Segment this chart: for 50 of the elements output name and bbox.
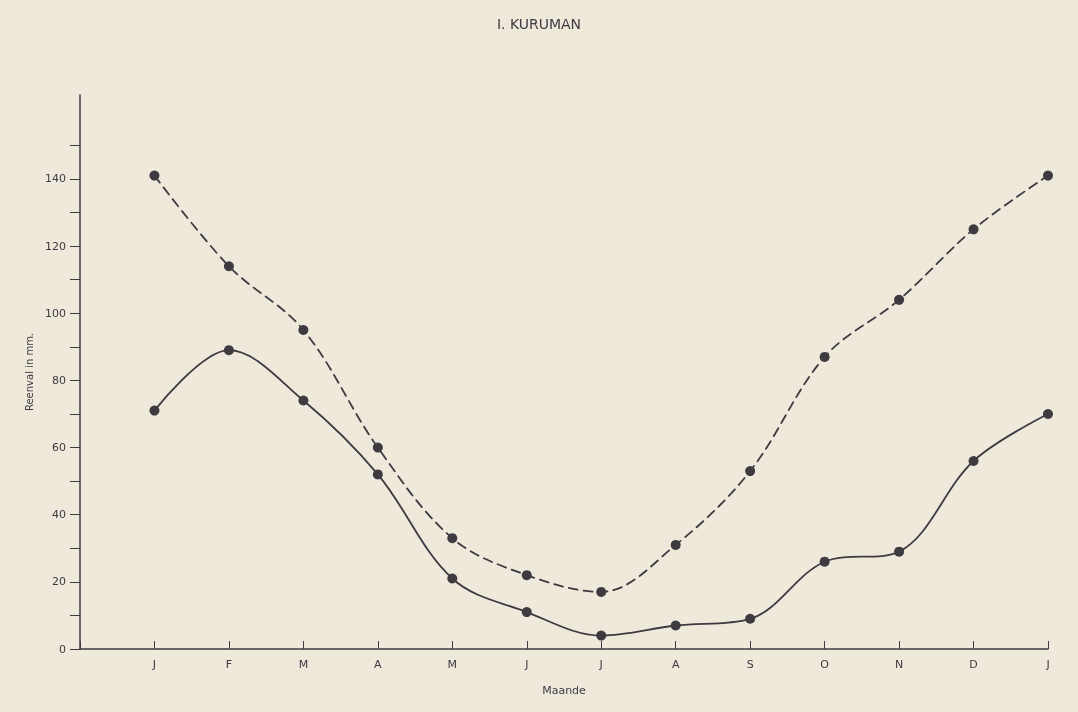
y-tick-label: 140 — [45, 172, 66, 186]
point — [819, 556, 830, 567]
y-tick-label: 80 — [52, 373, 66, 387]
point — [968, 455, 979, 466]
y-axis-title: Reenval in mm. — [23, 332, 35, 412]
y-tick-label: 100 — [45, 306, 66, 320]
chart-title: I. KURUMAN — [496, 16, 582, 32]
point — [968, 224, 979, 235]
point — [149, 170, 160, 181]
point — [447, 533, 458, 544]
point — [223, 345, 234, 356]
point — [223, 261, 234, 272]
point — [447, 573, 458, 584]
point — [596, 630, 607, 641]
x-tick-label: J — [1045, 658, 1050, 671]
point — [670, 539, 681, 550]
x-tick-label: N — [894, 658, 904, 671]
point — [670, 620, 681, 631]
y-tick-label: 20 — [52, 575, 66, 589]
point — [521, 607, 532, 618]
x-tick-label: S — [746, 658, 754, 671]
x-tick-label: A — [671, 658, 680, 671]
x-tick-label: M — [447, 658, 458, 671]
x-axis-title: Maande — [542, 684, 587, 697]
point — [372, 442, 383, 453]
x-tick-label: A — [374, 658, 383, 671]
point — [372, 469, 383, 480]
x-tick-label: J — [598, 658, 603, 671]
point — [745, 613, 756, 624]
point — [149, 405, 160, 416]
point — [745, 466, 756, 477]
point — [521, 570, 532, 581]
point — [894, 294, 905, 305]
point — [1043, 408, 1053, 419]
x-tick-label: J — [524, 658, 529, 671]
point — [819, 351, 830, 362]
x-tick-label: J — [151, 658, 157, 671]
y-tick-label: 60 — [52, 441, 66, 455]
point — [596, 586, 607, 597]
y-tick-label: 0 — [59, 642, 66, 656]
y-tick-label: 120 — [45, 239, 66, 253]
x-tick-label: F — [225, 658, 233, 671]
x-tick-label: D — [969, 658, 978, 671]
point — [894, 546, 905, 557]
point — [298, 395, 309, 406]
point — [298, 325, 309, 336]
x-tick-label: O — [820, 658, 830, 671]
y-tick-label: 40 — [52, 508, 66, 522]
point — [1043, 170, 1053, 181]
x-tick-label: M — [298, 658, 309, 671]
